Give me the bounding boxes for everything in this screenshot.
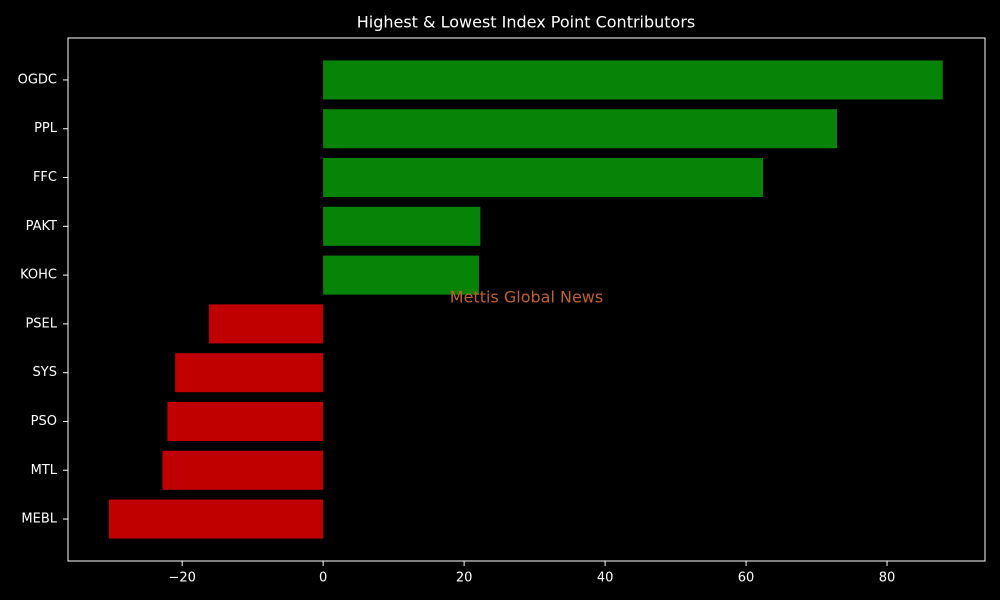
y-tick-label: PSEL [25,316,57,331]
bar [108,499,324,539]
bar [323,60,943,100]
bar [208,304,324,344]
y-tick-label: PPL [34,121,58,136]
bar [162,450,324,490]
y-tick-label: MTL [31,463,58,478]
y-tick-label: SYS [33,365,57,380]
x-tick-label: 80 [879,571,896,586]
watermark: Mettis Global News [450,288,603,307]
plot-frame [67,37,986,562]
bar [167,401,324,441]
y-tick-label: OGDC [18,72,57,87]
x-tick-label: −20 [168,571,195,586]
bar [323,206,481,246]
bar [323,255,479,295]
x-tick-label: 40 [597,571,614,586]
x-tick-label: 20 [456,571,473,586]
x-tick-label: 60 [738,571,755,586]
y-tick-label: MEBL [21,512,57,527]
x-tick-label: 0 [319,571,327,586]
y-tick-label: PAKT [26,219,57,234]
y-tick-label: FFC [33,170,57,185]
bar [323,109,837,149]
y-tick-label: PSO [31,414,57,429]
chart-title: Highest & Lowest Index Point Contributor… [357,13,696,32]
y-tick-label: KOHC [20,268,57,283]
bar [175,353,324,393]
bar [323,158,763,198]
